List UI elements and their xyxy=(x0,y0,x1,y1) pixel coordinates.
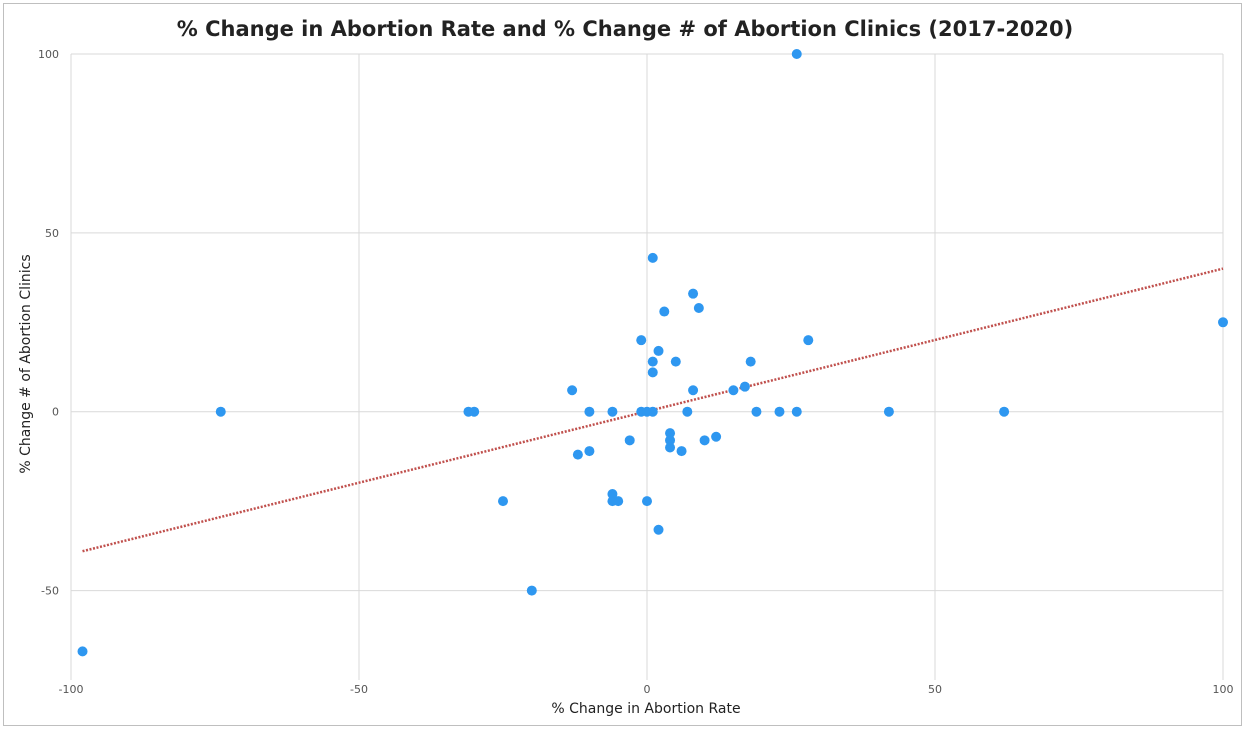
data-point xyxy=(469,406,480,417)
data-point xyxy=(572,449,583,460)
y-tick-label: -50 xyxy=(41,585,59,598)
data-point xyxy=(791,49,802,59)
data-point xyxy=(676,446,687,457)
data-point xyxy=(567,385,578,396)
data-point xyxy=(791,406,802,417)
x-tick-label: -50 xyxy=(350,683,368,696)
y-tick-label: 100 xyxy=(38,48,59,61)
x-tick-label: 100 xyxy=(1213,683,1234,696)
data-point xyxy=(665,442,676,453)
data-point xyxy=(883,406,894,417)
data-point xyxy=(739,381,750,392)
data-point xyxy=(688,385,699,396)
x-tick-label: -100 xyxy=(59,683,84,696)
x-tick-label: 50 xyxy=(928,683,942,696)
data-point xyxy=(711,431,722,442)
data-point xyxy=(624,435,635,446)
tick-labels: -100 -50 0 50 100 -50 0 50 100 xyxy=(38,48,1234,696)
data-point xyxy=(607,406,618,417)
data-point xyxy=(688,288,699,299)
data-point xyxy=(647,367,658,378)
data-point xyxy=(647,252,658,263)
data-point xyxy=(647,356,658,367)
data-point xyxy=(653,524,664,535)
data-point xyxy=(659,306,670,317)
data-point xyxy=(584,406,595,417)
data-point xyxy=(774,406,785,417)
data-point xyxy=(699,435,710,446)
data-point xyxy=(642,496,652,507)
y-tick-label: 50 xyxy=(45,227,59,240)
data-point xyxy=(728,385,739,396)
data-points xyxy=(77,49,1228,657)
data-point xyxy=(607,488,618,499)
data-point xyxy=(751,406,762,417)
data-point xyxy=(1218,317,1228,328)
data-point xyxy=(670,356,681,367)
data-point xyxy=(682,406,693,417)
data-point xyxy=(526,585,537,596)
data-point xyxy=(693,302,704,313)
data-point xyxy=(613,496,624,507)
x-axis-label: % Change in Abortion Rate xyxy=(551,701,740,717)
data-point xyxy=(647,406,658,417)
x-tick-label: 0 xyxy=(644,683,651,696)
data-point xyxy=(745,356,756,367)
data-point xyxy=(215,406,226,417)
data-point xyxy=(999,406,1010,417)
data-point xyxy=(665,435,676,446)
y-axis-label: % Change # of Abortion Clinics xyxy=(18,254,34,473)
chart-frame xyxy=(3,3,1242,726)
chart-title: % Change in Abortion Rate and % Change #… xyxy=(177,17,1074,41)
data-point xyxy=(665,428,676,439)
data-point xyxy=(653,345,664,356)
data-point xyxy=(584,446,595,457)
y-tick-label: 0 xyxy=(52,406,59,419)
data-point xyxy=(498,496,508,507)
data-point xyxy=(77,646,88,657)
gridlines xyxy=(70,53,1224,680)
data-point xyxy=(803,335,814,346)
data-point xyxy=(636,335,647,346)
